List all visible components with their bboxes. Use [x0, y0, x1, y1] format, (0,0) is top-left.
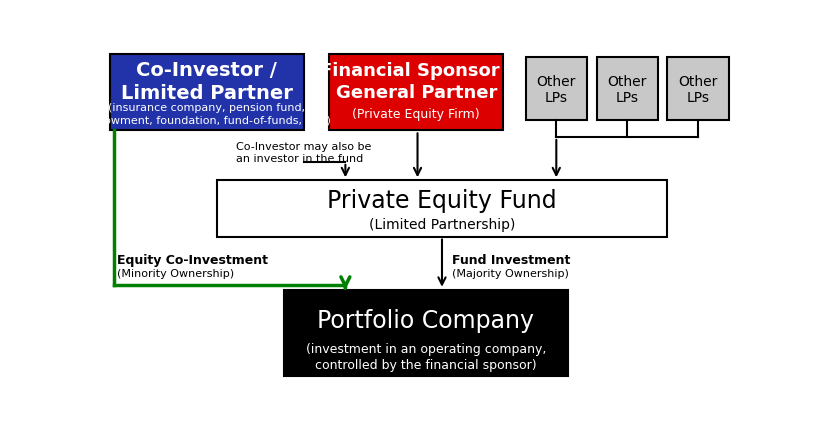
FancyBboxPatch shape: [111, 55, 303, 131]
Text: Other
LPs: Other LPs: [537, 74, 576, 105]
Text: Private Equity Fund: Private Equity Fund: [327, 188, 557, 212]
FancyBboxPatch shape: [597, 58, 658, 121]
FancyBboxPatch shape: [284, 290, 568, 376]
Text: Other
LPs: Other LPs: [607, 74, 647, 105]
Text: Co-Investor /
Limited Partner: Co-Investor / Limited Partner: [121, 61, 293, 102]
Text: (Limited Partnership): (Limited Partnership): [369, 218, 515, 232]
FancyBboxPatch shape: [667, 58, 729, 121]
FancyBboxPatch shape: [526, 58, 587, 121]
Text: Portfolio Company: Portfolio Company: [317, 308, 534, 332]
Text: Financial Sponsor /
General Partner: Financial Sponsor / General Partner: [320, 62, 513, 101]
Text: Fund Investment: Fund Investment: [452, 254, 570, 267]
Text: (Minority Ownership): (Minority Ownership): [116, 268, 234, 279]
FancyBboxPatch shape: [329, 55, 504, 131]
Text: (investment in an operating company,
controlled by the financial sponsor): (investment in an operating company, con…: [306, 343, 546, 372]
FancyBboxPatch shape: [217, 181, 667, 237]
Text: (Majority Ownership): (Majority Ownership): [452, 268, 568, 279]
Text: Other
LPs: Other LPs: [678, 74, 718, 105]
Text: (insurance company, pension fund,
endowment, foundation, fund-of-funds, etc.): (insurance company, pension fund, endowm…: [83, 103, 331, 126]
Text: (Private Equity Firm): (Private Equity Firm): [352, 108, 480, 121]
Text: Equity Co-Investment: Equity Co-Investment: [116, 254, 268, 267]
Text: Co-Investor may also be
an investor in the fund: Co-Investor may also be an investor in t…: [236, 142, 371, 163]
